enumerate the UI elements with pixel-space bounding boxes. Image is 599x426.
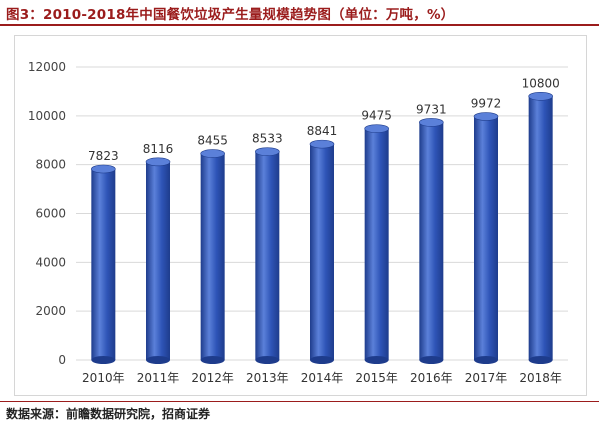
bar-base (146, 356, 170, 364)
bar-top (91, 164, 116, 174)
y-tick-label: 12000 (28, 60, 66, 74)
data-label: 8455 (197, 134, 228, 148)
bar-base (528, 356, 553, 364)
y-tick-label: 6000 (35, 207, 66, 221)
x-tick-label: 2010年 (82, 371, 125, 385)
x-tick-label: 2018年 (519, 371, 562, 385)
x-tick-label: 2011年 (137, 371, 180, 385)
bar-top (419, 118, 444, 127)
bar (200, 153, 225, 360)
bar-base (255, 356, 280, 364)
bar-top (528, 92, 553, 101)
data-label: 10800 (522, 76, 560, 90)
bar-base (364, 356, 389, 364)
bar-top (145, 157, 171, 167)
chart-title: 图3：2010-2018年中国餐饮垃圾产生量规模趋势图（单位：万吨，%） (6, 7, 455, 23)
bar-base (310, 356, 334, 364)
bar-top (364, 124, 389, 133)
bar (146, 161, 170, 360)
bar (310, 144, 334, 360)
y-tick-label: 8000 (35, 158, 66, 172)
bar-base (474, 356, 498, 364)
data-label: 8116 (143, 142, 174, 156)
x-tick-label: 2016年 (410, 371, 453, 385)
x-tick-label: 2015年 (355, 371, 398, 385)
bar (419, 122, 444, 360)
bar-top (309, 139, 335, 149)
y-tick-label: 4000 (35, 255, 66, 269)
bar-base (200, 356, 225, 364)
data-label: 7823 (88, 149, 119, 163)
data-label: 8841 (307, 124, 338, 138)
bar (91, 168, 116, 360)
y-tick-label: 2000 (35, 304, 66, 318)
title-divider (0, 24, 599, 26)
bar-top (473, 112, 499, 121)
y-tick-label: 10000 (28, 109, 66, 123)
bar-top (200, 149, 225, 158)
data-label: 9731 (416, 102, 447, 116)
x-tick-label: 2012年 (191, 371, 234, 385)
bar (528, 96, 553, 361)
footer-divider (0, 401, 599, 402)
bar (474, 116, 498, 360)
x-tick-label: 2013年 (246, 371, 289, 385)
bar (364, 128, 389, 360)
data-label: 9972 (471, 97, 502, 111)
x-tick-label: 2014年 (301, 371, 344, 385)
y-tick-label: 0 (58, 353, 66, 367)
bar-top (255, 147, 280, 156)
data-label: 8533 (252, 132, 283, 146)
bar-base (419, 356, 444, 364)
x-tick-label: 2017年 (465, 371, 508, 385)
data-source: 数据来源：前瞻数据研究院，招商证券 (6, 407, 211, 421)
data-label: 9475 (361, 109, 392, 123)
bar-base (91, 356, 116, 364)
bar (255, 151, 280, 360)
